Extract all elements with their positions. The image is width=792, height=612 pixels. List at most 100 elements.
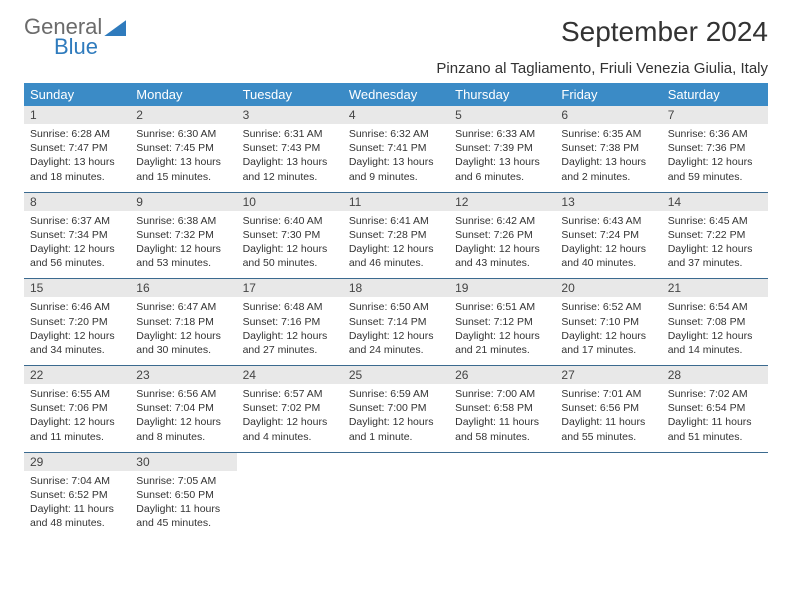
sunset-line: Sunset: 7:06 PM: [30, 401, 124, 415]
day-number: 15: [24, 279, 130, 298]
day-number: 2: [130, 106, 236, 124]
daylight-line: Daylight: 12 hours and 50 minutes.: [243, 242, 337, 270]
daylight-line: Daylight: 12 hours and 14 minutes.: [668, 329, 762, 357]
day-number: 5: [449, 106, 555, 124]
weekday-header-row: Sunday Monday Tuesday Wednesday Thursday…: [24, 83, 768, 106]
daylight-line: Daylight: 12 hours and 17 minutes.: [561, 329, 655, 357]
sunrise-line: Sunrise: 6:30 AM: [136, 127, 230, 141]
day-number: 11: [343, 192, 449, 211]
weekday-header: Saturday: [662, 83, 768, 106]
sunrise-line: Sunrise: 6:28 AM: [30, 127, 124, 141]
day-detail: Sunrise: 7:01 AMSunset: 6:56 PMDaylight:…: [555, 384, 661, 452]
sunrise-line: Sunrise: 7:05 AM: [136, 474, 230, 488]
sunset-line: Sunset: 7:04 PM: [136, 401, 230, 415]
day-detail: [449, 471, 555, 539]
day-detail: Sunrise: 6:41 AMSunset: 7:28 PMDaylight:…: [343, 211, 449, 279]
daylight-line: Daylight: 13 hours and 6 minutes.: [455, 155, 549, 183]
day-detail: Sunrise: 6:37 AMSunset: 7:34 PMDaylight:…: [24, 211, 130, 279]
day-detail: Sunrise: 6:40 AMSunset: 7:30 PMDaylight:…: [237, 211, 343, 279]
sunset-line: Sunset: 7:38 PM: [561, 141, 655, 155]
daylight-line: Daylight: 13 hours and 12 minutes.: [243, 155, 337, 183]
day-number: 29: [24, 452, 130, 471]
day-number: 22: [24, 366, 130, 385]
sunset-line: Sunset: 7:28 PM: [349, 228, 443, 242]
daynum-row: 22232425262728: [24, 366, 768, 385]
day-number: 20: [555, 279, 661, 298]
daylight-line: Daylight: 12 hours and 30 minutes.: [136, 329, 230, 357]
day-detail: Sunrise: 6:36 AMSunset: 7:36 PMDaylight:…: [662, 124, 768, 192]
daynum-row: 891011121314: [24, 192, 768, 211]
sunset-line: Sunset: 7:10 PM: [561, 315, 655, 329]
sunset-line: Sunset: 7:36 PM: [668, 141, 762, 155]
sunrise-line: Sunrise: 6:56 AM: [136, 387, 230, 401]
sunrise-line: Sunrise: 7:00 AM: [455, 387, 549, 401]
sunrise-line: Sunrise: 6:33 AM: [455, 127, 549, 141]
detail-row: Sunrise: 6:46 AMSunset: 7:20 PM Daylight:…: [24, 297, 768, 365]
daylight-line: Daylight: 11 hours and 51 minutes.: [668, 415, 762, 443]
sunset-line: Sunset: 7:08 PM: [668, 315, 762, 329]
page-subtitle: Pinzano al Tagliamento, Friuli Venezia G…: [24, 60, 768, 77]
day-detail: Sunrise: 6:56 AMSunset: 7:04 PMDaylight:…: [130, 384, 236, 452]
day-number: 14: [662, 192, 768, 211]
sunrise-line: Sunrise: 6:37 AM: [30, 214, 124, 228]
day-detail: Sunrise: 6:35 AMSunset: 7:38 PMDaylight:…: [555, 124, 661, 192]
day-detail: Sunrise: 6:52 AMSunset: 7:10 PMDaylight:…: [555, 297, 661, 365]
day-number: 16: [130, 279, 236, 298]
sunset-line: Sunset: 7:16 PM: [243, 315, 337, 329]
sunset-line: Sunset: 7:45 PM: [136, 141, 230, 155]
sunrise-line: Sunrise: 6:59 AM: [349, 387, 443, 401]
daylight-line: Daylight: 12 hours and 40 minutes.: [561, 242, 655, 270]
sunset-line: Sunset: 7:12 PM: [455, 315, 549, 329]
sunrise-line: Sunrise: 6:36 AM: [668, 127, 762, 141]
header: GeneralBlue September 2024: [24, 16, 768, 58]
day-number: [343, 452, 449, 471]
sunset-line: Sunset: 7:39 PM: [455, 141, 549, 155]
day-detail: Sunrise: 6:46 AMSunset: 7:20 PMDaylight:…: [24, 297, 130, 365]
sunset-line: Sunset: 7:00 PM: [349, 401, 443, 415]
sunrise-line: Sunrise: 7:01 AM: [561, 387, 655, 401]
day-detail: Sunrise: 6:32 AMSunset: 7:41 PMDaylight:…: [343, 124, 449, 192]
logo: GeneralBlue: [24, 16, 126, 58]
weekday-header: Tuesday: [237, 83, 343, 106]
daylight-line: Daylight: 12 hours and 46 minutes.: [349, 242, 443, 270]
daylight-line: Daylight: 12 hours and 24 minutes.: [349, 329, 443, 357]
sunset-line: Sunset: 7:30 PM: [243, 228, 337, 242]
sunrise-line: Sunrise: 6:52 AM: [561, 300, 655, 314]
sunset-line: Sunset: 7:02 PM: [243, 401, 337, 415]
day-detail: Sunrise: 6:54 AMSunset: 7:08 PMDaylight:…: [662, 297, 768, 365]
day-number: 12: [449, 192, 555, 211]
title-block: September 2024: [561, 16, 768, 48]
sunset-line: Sunset: 7:20 PM: [30, 315, 124, 329]
sunrise-line: Sunrise: 6:35 AM: [561, 127, 655, 141]
page-title: September 2024: [561, 16, 768, 48]
day-number: 24: [237, 366, 343, 385]
day-detail: Sunrise: 6:31 AMSunset: 7:43 PMDaylight:…: [237, 124, 343, 192]
sunset-line: Sunset: 7:22 PM: [668, 228, 762, 242]
day-detail: Sunrise: 6:33 AMSunset: 7:39 PMDaylight:…: [449, 124, 555, 192]
daynum-row: 2930: [24, 452, 768, 471]
weekday-header: Thursday: [449, 83, 555, 106]
daylight-line: Daylight: 12 hours and 21 minutes.: [455, 329, 549, 357]
sunrise-line: Sunrise: 6:46 AM: [30, 300, 124, 314]
sunrise-line: Sunrise: 6:32 AM: [349, 127, 443, 141]
daylight-line: Daylight: 12 hours and 56 minutes.: [30, 242, 124, 270]
daylight-line: Daylight: 13 hours and 15 minutes.: [136, 155, 230, 183]
day-number: 26: [449, 366, 555, 385]
sunset-line: Sunset: 7:26 PM: [455, 228, 549, 242]
sunset-line: Sunset: 7:14 PM: [349, 315, 443, 329]
daylight-line: Daylight: 11 hours and 45 minutes.: [136, 502, 230, 530]
daylight-line: Daylight: 12 hours and 53 minutes.: [136, 242, 230, 270]
daylight-line: Daylight: 12 hours and 11 minutes.: [30, 415, 124, 443]
day-number: 30: [130, 452, 236, 471]
day-number: 17: [237, 279, 343, 298]
logo-text: GeneralBlue: [24, 16, 102, 58]
sunrise-line: Sunrise: 7:04 AM: [30, 474, 124, 488]
day-detail: Sunrise: 6:59 AMSunset: 7:00 PMDaylight:…: [343, 384, 449, 452]
daylight-line: Daylight: 12 hours and 59 minutes.: [668, 155, 762, 183]
day-detail: [662, 471, 768, 539]
day-detail: Sunrise: 6:48 AMSunset: 7:16 PMDaylight:…: [237, 297, 343, 365]
weekday-header: Monday: [130, 83, 236, 106]
day-number: [237, 452, 343, 471]
sunrise-line: Sunrise: 6:50 AM: [349, 300, 443, 314]
sunrise-line: Sunrise: 6:38 AM: [136, 214, 230, 228]
